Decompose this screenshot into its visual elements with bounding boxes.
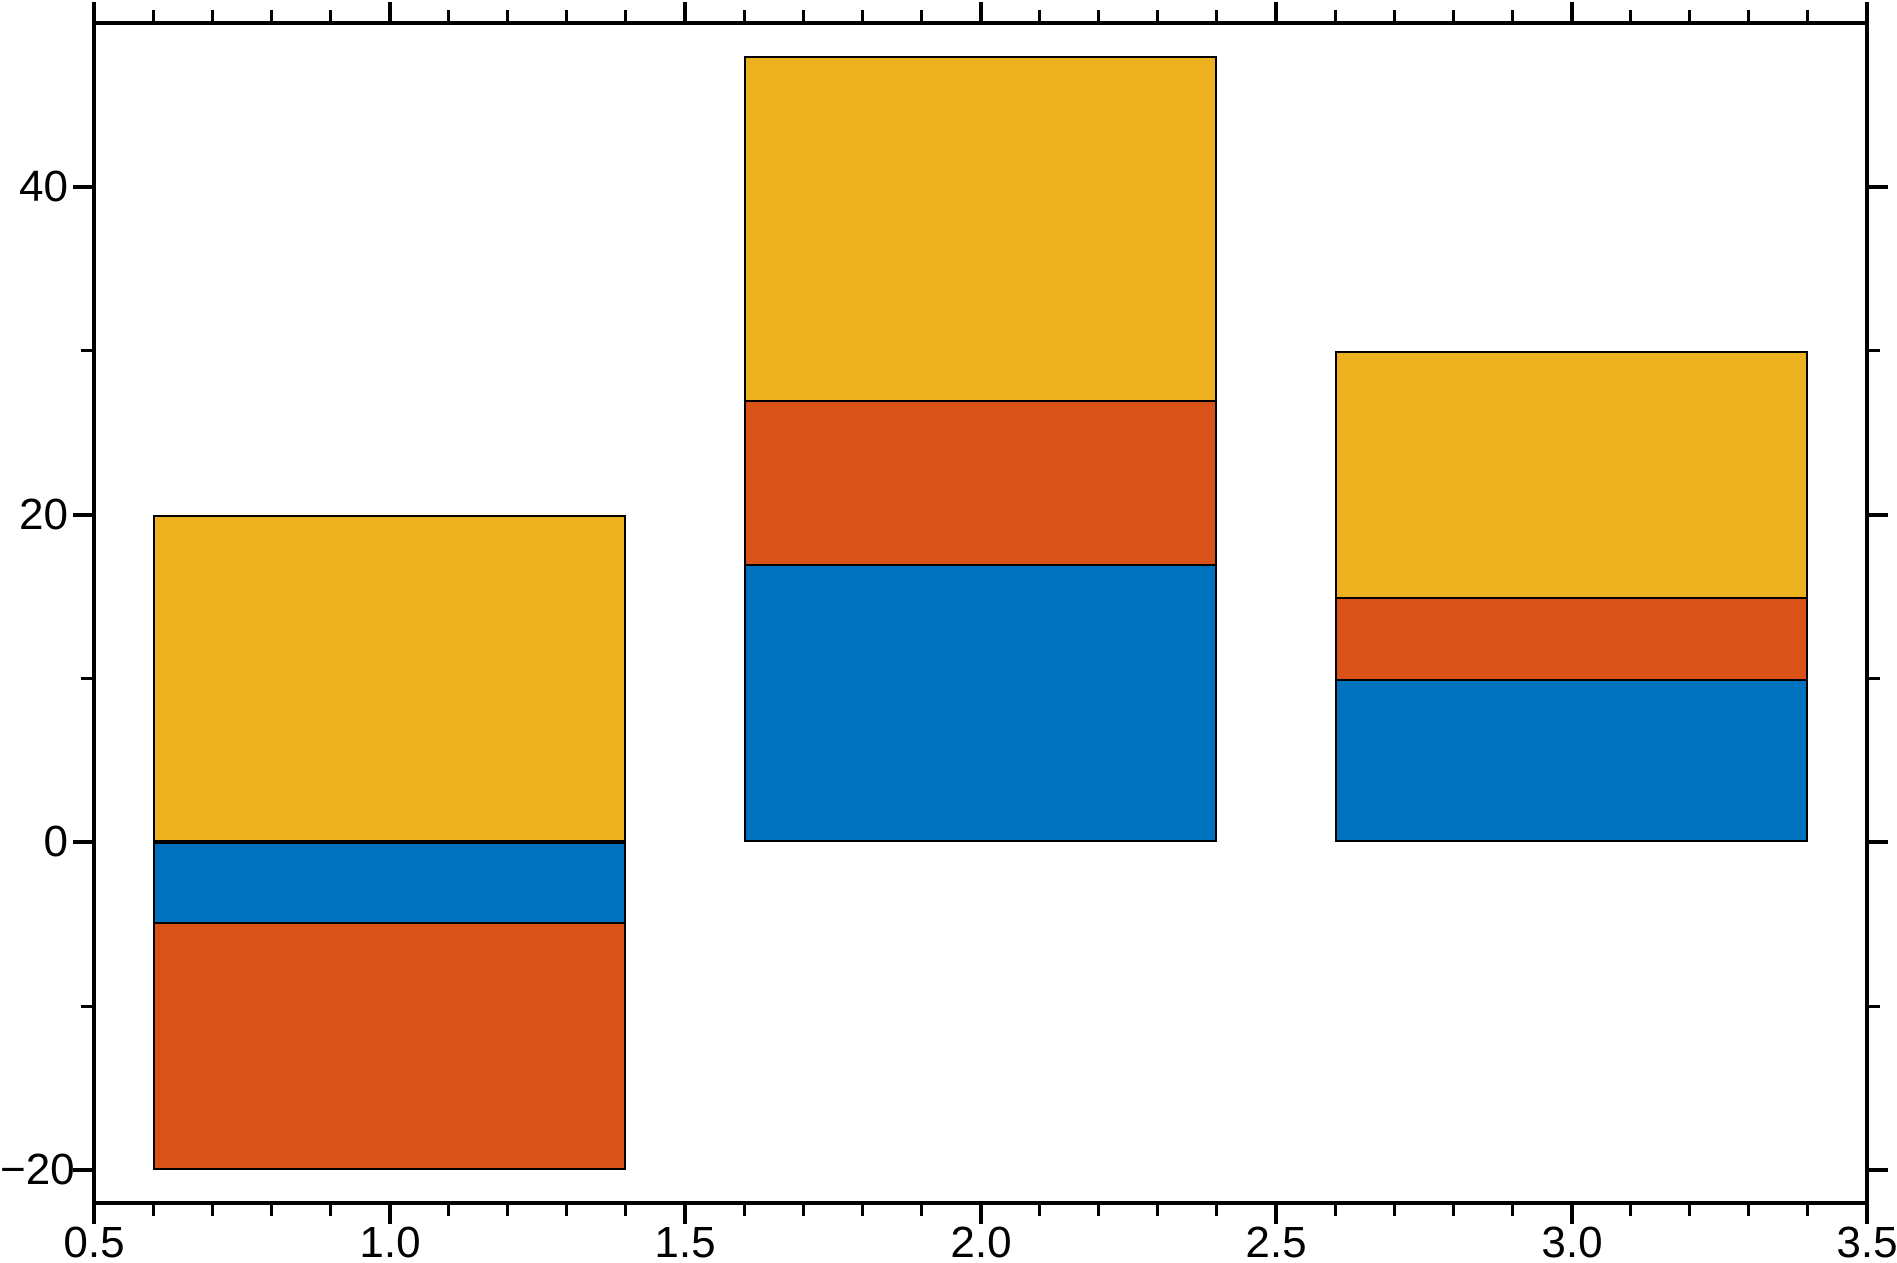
y-tick-label: −20 xyxy=(0,1145,75,1194)
x-tick-label: 3.5 xyxy=(1836,1218,1897,1263)
bar-segment-series-yellow xyxy=(153,515,626,842)
x-minor-tick xyxy=(506,1205,509,1216)
x-minor-tick-top xyxy=(1097,10,1100,21)
bar-segment-series-blue xyxy=(744,564,1217,842)
x-minor-tick-top xyxy=(565,10,568,21)
x-major-tick-top xyxy=(388,2,392,21)
bar-segment-series-orange xyxy=(744,400,1217,566)
bar-segment-series-yellow xyxy=(744,56,1217,402)
x-minor-tick-top xyxy=(802,10,805,21)
x-minor-tick-top xyxy=(624,10,627,21)
x-minor-tick-top xyxy=(211,10,214,21)
x-minor-tick xyxy=(1806,1205,1809,1216)
x-minor-tick xyxy=(1747,1205,1750,1216)
x-minor-tick xyxy=(1452,1205,1455,1216)
x-minor-tick-top xyxy=(152,10,155,21)
y-minor-tick xyxy=(81,1005,92,1008)
x-minor-tick xyxy=(1156,1205,1159,1216)
y-minor-tick xyxy=(81,677,92,680)
y-minor-tick xyxy=(81,349,92,352)
x-minor-tick xyxy=(270,1205,273,1216)
x-major-tick xyxy=(1570,1205,1574,1224)
x-minor-tick-top xyxy=(1215,10,1218,21)
x-tick-label: 1.0 xyxy=(359,1218,421,1263)
x-minor-tick-top xyxy=(1629,10,1632,21)
x-minor-tick-top xyxy=(1452,10,1455,21)
x-minor-tick-top xyxy=(743,10,746,21)
x-tick-label: 2.5 xyxy=(1245,1218,1307,1263)
x-tick-label: 3.0 xyxy=(1541,1218,1603,1263)
x-major-tick-top xyxy=(683,2,687,21)
x-minor-tick-top xyxy=(920,10,923,21)
plot-frame xyxy=(92,21,1869,1205)
x-minor-tick xyxy=(1038,1205,1041,1216)
x-minor-tick xyxy=(211,1205,214,1216)
x-major-tick xyxy=(388,1205,392,1224)
x-major-tick xyxy=(1865,1205,1869,1224)
x-minor-tick-top xyxy=(861,10,864,21)
x-minor-tick xyxy=(1629,1205,1632,1216)
x-minor-tick-top xyxy=(1511,10,1514,21)
bar-segment-series-yellow xyxy=(1335,351,1808,599)
x-minor-tick xyxy=(152,1205,155,1216)
x-major-tick-top xyxy=(92,2,96,21)
x-minor-tick xyxy=(447,1205,450,1216)
x-minor-tick xyxy=(1097,1205,1100,1216)
y-major-tick-right xyxy=(1869,1168,1888,1172)
x-minor-tick-top xyxy=(506,10,509,21)
y-tick-label: 20 xyxy=(19,490,68,539)
x-minor-tick xyxy=(743,1205,746,1216)
x-minor-tick xyxy=(624,1205,627,1216)
x-minor-tick-top xyxy=(1747,10,1750,21)
x-minor-tick-top xyxy=(1806,10,1809,21)
y-minor-tick-right xyxy=(1869,1005,1880,1008)
x-minor-tick-top xyxy=(1334,10,1337,21)
x-major-tick-top xyxy=(1570,2,1574,21)
y-tick-label: 0 xyxy=(43,817,68,866)
x-major-tick xyxy=(683,1205,687,1224)
x-minor-tick xyxy=(920,1205,923,1216)
x-major-tick xyxy=(1274,1205,1278,1224)
x-minor-tick xyxy=(1334,1205,1337,1216)
x-minor-tick-top xyxy=(270,10,273,21)
x-minor-tick xyxy=(1215,1205,1218,1216)
y-major-tick-right xyxy=(1869,185,1888,189)
x-minor-tick xyxy=(802,1205,805,1216)
x-minor-tick-top xyxy=(1038,10,1041,21)
bar-segment-series-orange xyxy=(153,922,626,1170)
bar-segment-series-blue xyxy=(153,842,626,924)
x-minor-tick xyxy=(1511,1205,1514,1216)
x-major-tick-top xyxy=(979,2,983,21)
x-minor-tick xyxy=(565,1205,568,1216)
x-tick-label: 1.5 xyxy=(654,1218,716,1263)
x-minor-tick xyxy=(861,1205,864,1216)
x-minor-tick-top xyxy=(1688,10,1691,21)
y-minor-tick-right xyxy=(1869,349,1880,352)
x-major-tick-top xyxy=(1865,2,1869,21)
x-tick-label: 0.5 xyxy=(63,1218,125,1263)
y-tick-label: 40 xyxy=(19,162,68,211)
y-major-tick-right xyxy=(1869,840,1888,844)
x-minor-tick xyxy=(329,1205,332,1216)
bar-segment-series-orange xyxy=(1335,597,1808,681)
x-tick-label: 2.0 xyxy=(950,1218,1012,1263)
x-major-tick xyxy=(92,1205,96,1224)
x-minor-tick xyxy=(1393,1205,1396,1216)
y-major-tick xyxy=(73,185,92,189)
y-major-tick xyxy=(73,1168,92,1172)
x-minor-tick-top xyxy=(329,10,332,21)
bar-segment-series-blue xyxy=(1335,679,1808,842)
x-major-tick-top xyxy=(1274,2,1278,21)
y-major-tick-right xyxy=(1869,513,1888,517)
x-major-tick xyxy=(979,1205,983,1224)
x-minor-tick-top xyxy=(1156,10,1159,21)
y-major-tick xyxy=(73,840,92,844)
y-minor-tick-right xyxy=(1869,677,1880,680)
y-major-tick xyxy=(73,513,92,517)
x-minor-tick xyxy=(1688,1205,1691,1216)
x-minor-tick-top xyxy=(1393,10,1396,21)
x-minor-tick-top xyxy=(447,10,450,21)
